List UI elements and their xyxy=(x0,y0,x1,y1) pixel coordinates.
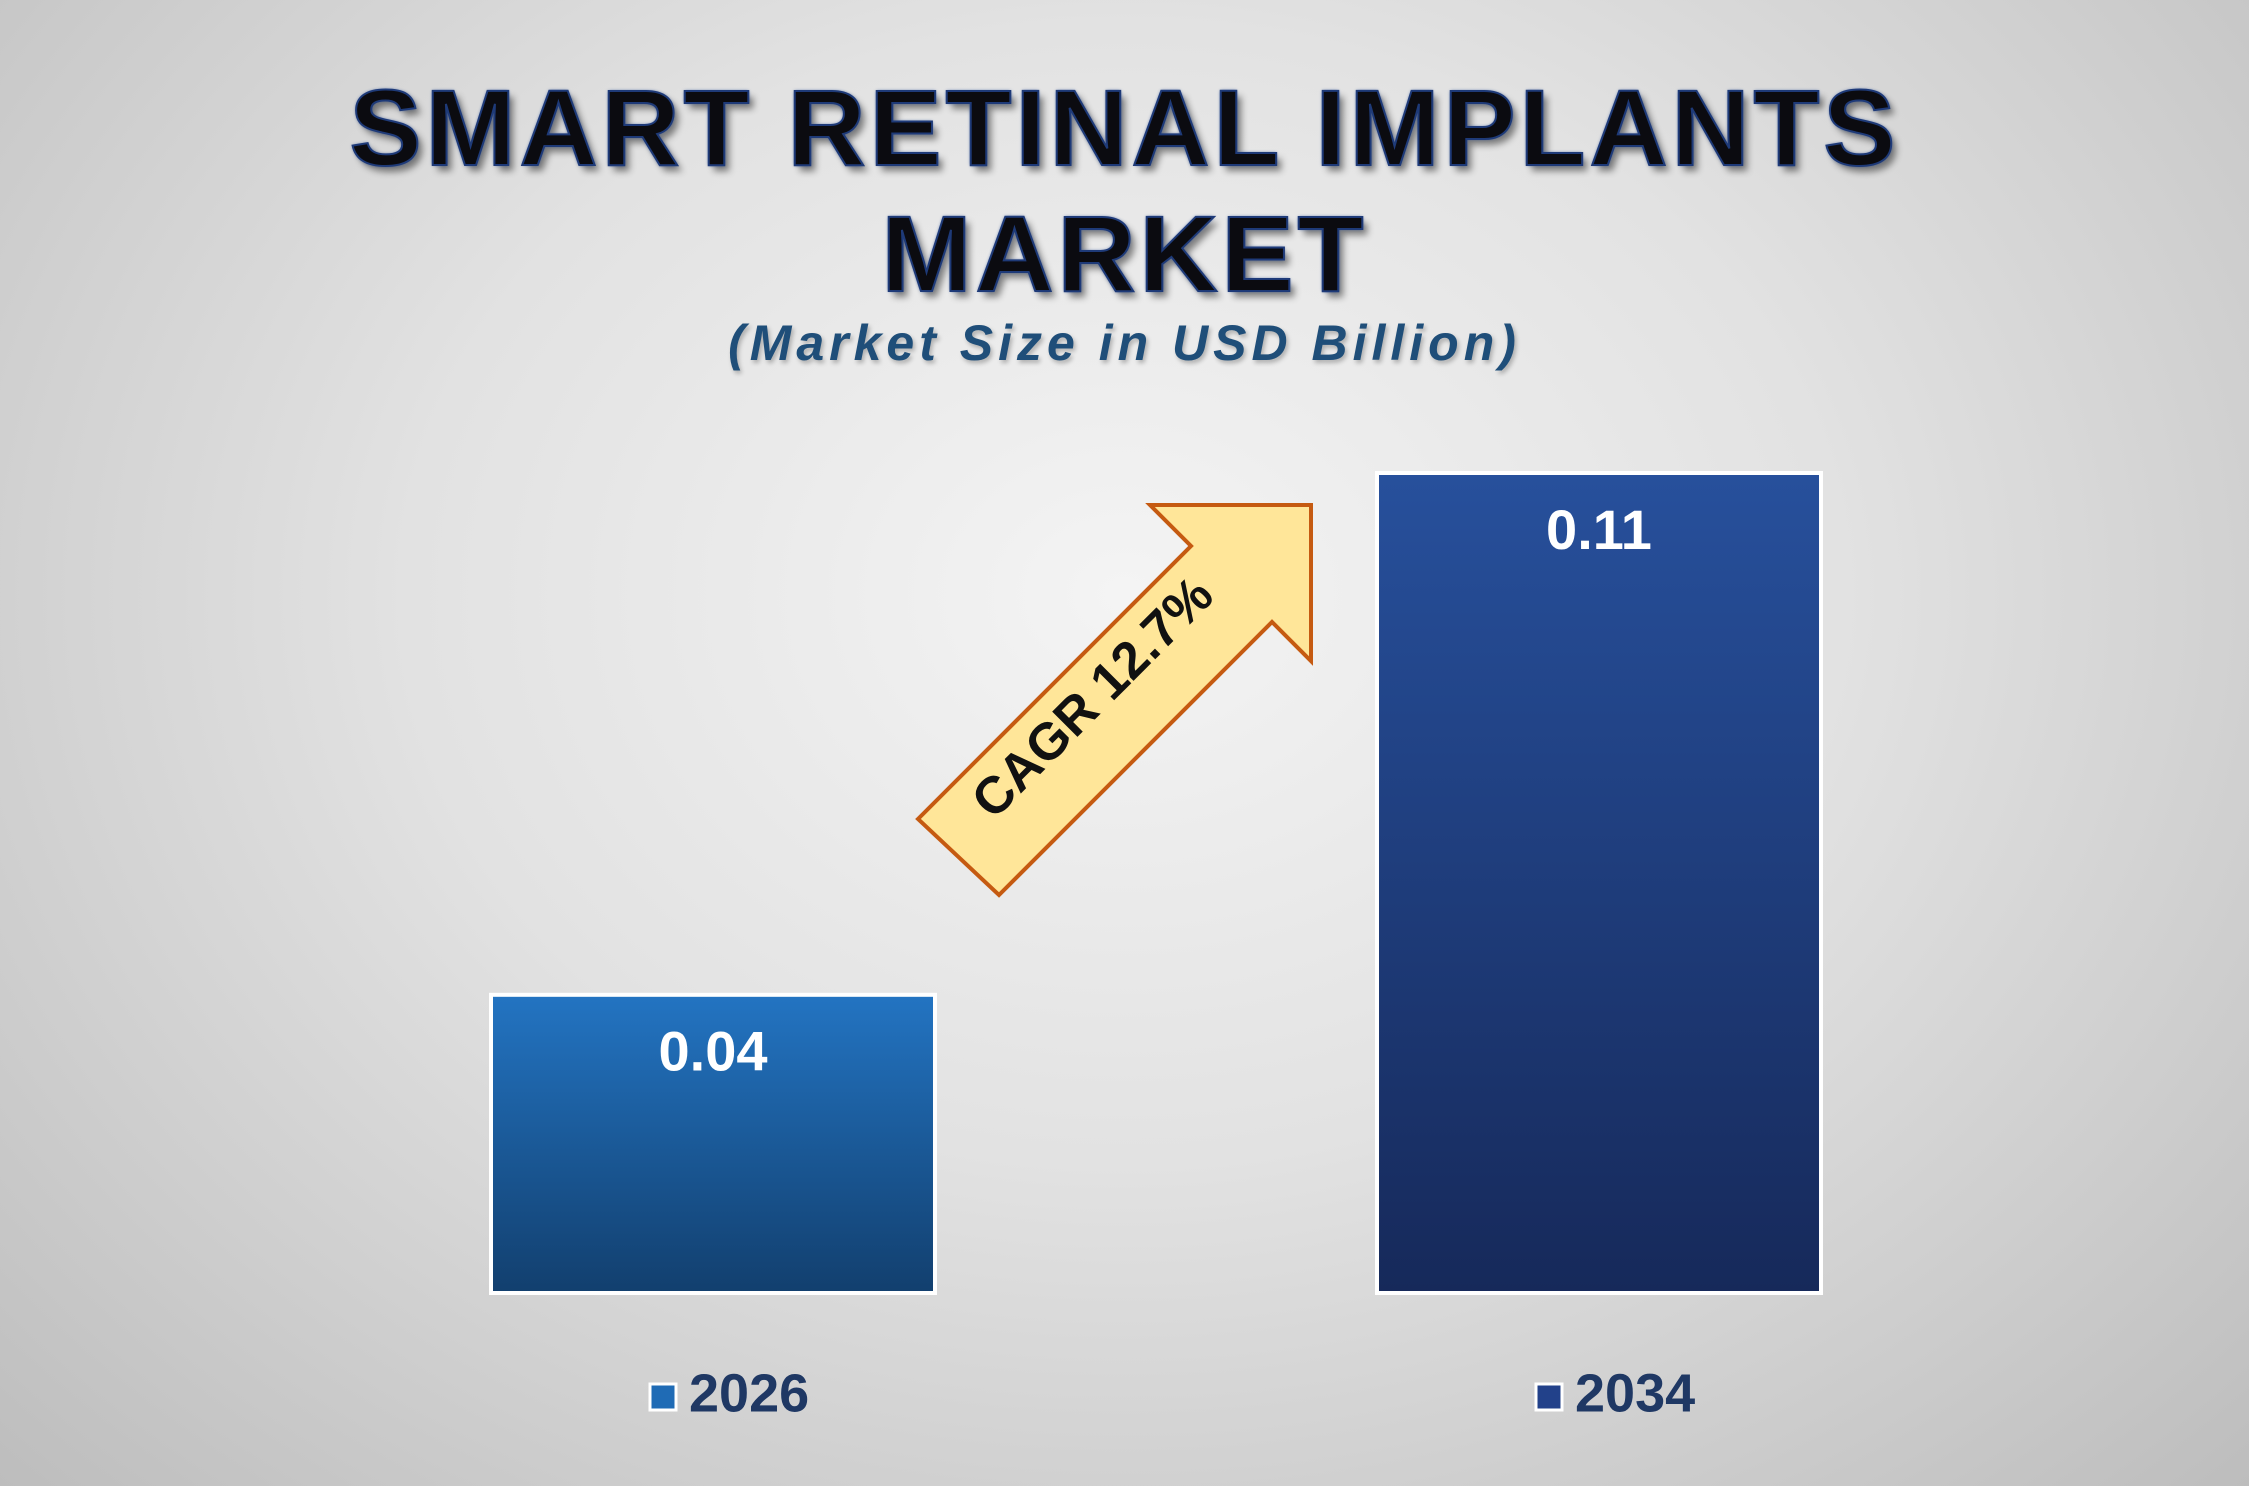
chart-subtitle: (Market Size in USD Billion) xyxy=(728,315,1521,371)
chart-title-line1: SMART RETINAL IMPLANTS xyxy=(349,66,1900,189)
legend-swatch-2026 xyxy=(648,1382,678,1412)
legend-label-2026: 2026 xyxy=(689,1363,809,1423)
bar-value-label-2026: 0.04 xyxy=(659,1020,768,1083)
legend-swatch-2034 xyxy=(1534,1382,1564,1412)
bar-2034 xyxy=(1375,471,1823,1295)
cagr-arrow-shape xyxy=(915,503,1313,898)
legend-label-2034: 2034 xyxy=(1575,1363,1695,1423)
chart-title-line2: MARKET xyxy=(881,192,1368,315)
bar-value-label-2034: 0.11 xyxy=(1546,498,1652,561)
bar-2026 xyxy=(489,992,937,1295)
cagr-arrow: CAGR 12.7% xyxy=(915,503,1313,898)
